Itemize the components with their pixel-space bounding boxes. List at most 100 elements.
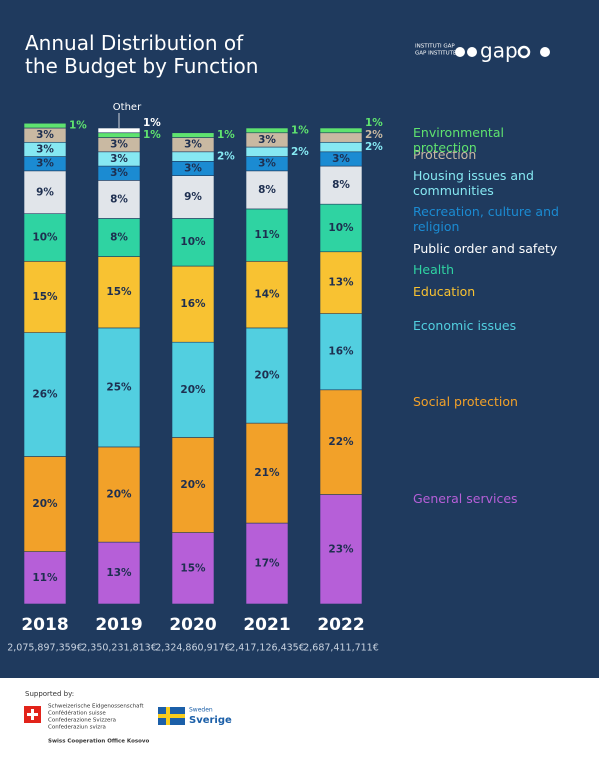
value-label: 8% — [258, 184, 276, 196]
legend-entry: Social protection — [413, 394, 518, 409]
value-label: 20% — [254, 370, 280, 382]
bar-segment — [97, 127, 141, 134]
footer-text: Sverige — [189, 715, 232, 726]
bar-segment — [23, 260, 67, 333]
bar-segment — [319, 165, 363, 205]
value-label: 10% — [180, 236, 206, 248]
bar-segment — [319, 313, 363, 391]
legend-entry: Health — [413, 262, 455, 277]
legend-entry: Recreation, culture and religion — [413, 204, 559, 234]
bar-segment — [97, 218, 141, 257]
bar-segment — [319, 251, 363, 314]
bar-segment — [97, 132, 141, 138]
value-label: 15% — [106, 286, 132, 298]
legend-entry: Economic issues — [413, 318, 517, 333]
value-label: 14% — [254, 289, 280, 301]
value-label: 3% — [36, 158, 54, 170]
value-label: 3% — [110, 139, 128, 151]
footer-bg — [0, 678, 599, 768]
value-label: 10% — [328, 222, 354, 234]
bar-segment — [23, 122, 67, 129]
value-label: 13% — [328, 277, 354, 289]
value-label: 8% — [332, 179, 350, 191]
value-label: 3% — [258, 134, 276, 146]
bar-segment — [171, 175, 215, 219]
value-label: 22% — [328, 436, 354, 448]
value-label: 3% — [258, 158, 276, 170]
value-label: 21% — [254, 467, 280, 479]
total-label: 2,350,231,813€ — [81, 643, 157, 654]
value-label: 17% — [254, 558, 280, 570]
swiss-cross — [27, 713, 38, 716]
value-label: 3% — [110, 167, 128, 179]
annotation: Other — [113, 102, 142, 113]
bar-segment — [97, 327, 141, 448]
value-label: 8% — [110, 231, 128, 243]
x-tick-label: 2018 — [21, 615, 68, 635]
value-label: 16% — [328, 346, 354, 358]
legend-entry: Public order and safety — [413, 241, 558, 256]
value-label: 9% — [184, 191, 202, 203]
logo-dot — [517, 45, 531, 59]
logo-dot — [540, 47, 550, 57]
bar-segment — [245, 522, 289, 605]
bar-segment — [245, 260, 289, 329]
value-label: 1% — [217, 129, 235, 141]
bar-segment — [171, 151, 215, 162]
total-label: 2,075,897,359€ — [7, 643, 83, 654]
value-label: 3% — [184, 162, 202, 174]
value-label: 1% — [365, 117, 383, 129]
value-label: 10% — [32, 231, 58, 243]
bar-segment — [171, 532, 215, 605]
total-label: 2,687,411,711€ — [303, 643, 379, 654]
total-label: 2,417,126,435€ — [229, 643, 305, 654]
bar-segment — [97, 180, 141, 219]
value-label: 9% — [36, 186, 54, 198]
value-label: 3% — [184, 139, 202, 151]
value-label: 23% — [328, 543, 354, 555]
value-label: 3% — [332, 153, 350, 165]
footer-text: Supported by: — [25, 690, 74, 698]
value-label: 11% — [32, 572, 58, 584]
value-label: 3% — [110, 153, 128, 165]
bar-segment — [97, 256, 141, 329]
bar-segment — [245, 127, 289, 134]
bar-segment — [245, 422, 289, 524]
value-label: 3% — [36, 129, 54, 141]
value-label: 3% — [36, 143, 54, 155]
value-label: 20% — [32, 498, 58, 510]
value-label: 2% — [291, 146, 309, 158]
value-label: 2% — [365, 141, 383, 153]
bar-segment — [23, 332, 67, 457]
value-label: 15% — [180, 562, 206, 574]
value-label: 11% — [254, 229, 280, 241]
logo-dot — [455, 47, 465, 57]
bar-segment — [319, 127, 363, 134]
x-tick-label: 2020 — [169, 615, 216, 635]
x-tick-label: 2021 — [243, 615, 290, 635]
footer-text: Schweizerische Eidgenossenschaft — [48, 704, 144, 710]
logo-dot — [467, 47, 477, 57]
value-label: 16% — [180, 298, 206, 310]
value-label: 15% — [32, 291, 58, 303]
value-label: 26% — [32, 389, 58, 401]
footer-text: Confédération suisse — [48, 710, 106, 717]
value-label: 1% — [291, 124, 309, 136]
bar-segment — [171, 218, 215, 267]
logo-text: INSTITUTI GAP — [415, 44, 455, 50]
value-label: 1% — [143, 117, 161, 129]
legend-entry: General services — [413, 491, 518, 506]
logo-text: GAP INSTITUTE — [415, 51, 457, 57]
chart-title: Annual Distribution of the Budget by Func… — [25, 31, 258, 78]
bar-segment — [23, 551, 67, 605]
bar-segment — [245, 170, 289, 210]
bar-segment — [245, 327, 289, 424]
x-tick-label: 2019 — [95, 615, 142, 635]
sweden-cross — [158, 714, 185, 718]
value-label: 1% — [143, 129, 161, 141]
total-label: 2,324,860,917€ — [155, 643, 231, 654]
value-label: 13% — [106, 567, 132, 579]
legend-entry: Protection — [413, 147, 477, 162]
